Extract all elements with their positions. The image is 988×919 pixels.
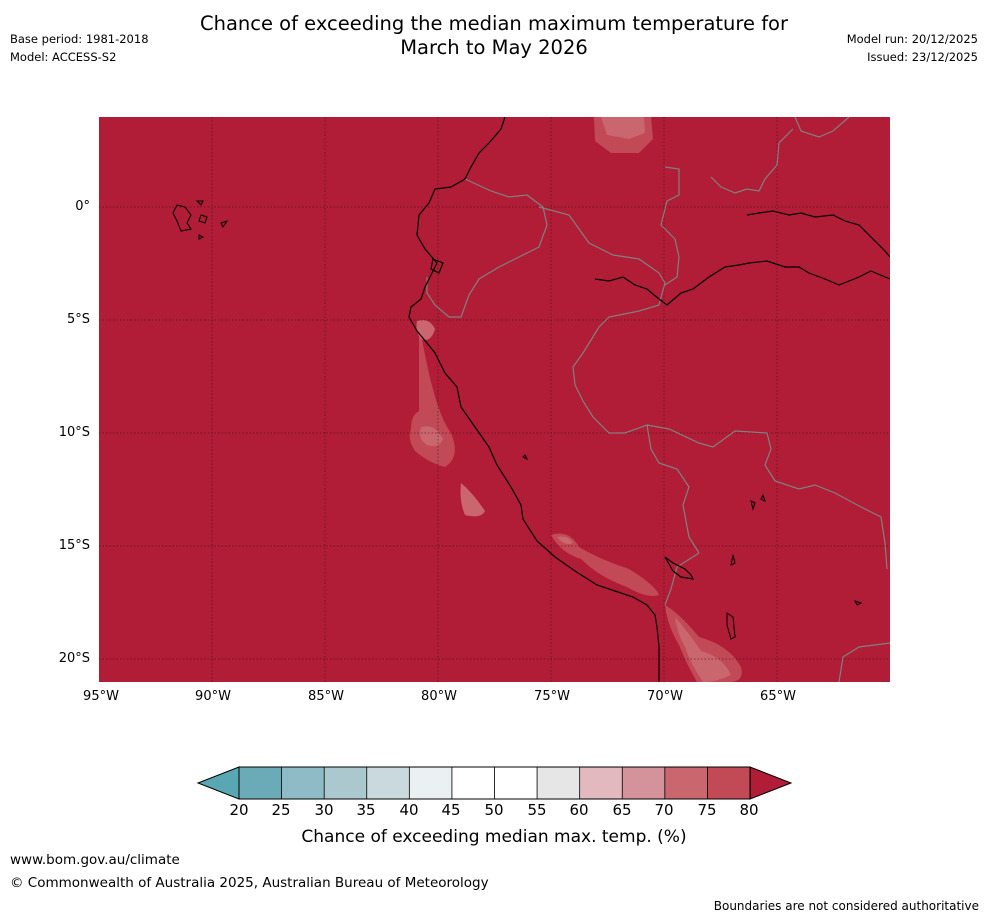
patch-south-peru (551, 533, 659, 596)
patch-north-inner (601, 117, 645, 139)
patch-altiplano-inner (675, 617, 731, 682)
colorbar-tick-40: 40 (399, 801, 419, 819)
galapagos-islands (172, 200, 229, 240)
colorbar-label: Chance of exceeding median max. temp. (%… (301, 827, 687, 847)
colorbar-tick-60: 60 (569, 801, 589, 819)
forecast-map (99, 117, 890, 682)
colorbar-tick-80: 80 (739, 801, 759, 819)
title-line-2: March to May 2026 (400, 36, 588, 59)
lakes (522, 454, 863, 640)
colorbar-bin-45-50 (451, 766, 496, 800)
lon-label-75w: 75°W (534, 689, 570, 704)
colorbar-tick-30: 30 (314, 801, 334, 819)
colorbar-tick-35: 35 (356, 801, 376, 819)
colorbar-tick-45: 45 (441, 801, 461, 819)
colorbar-bin-20-25 (238, 766, 283, 800)
coastlines (408, 117, 890, 682)
map-background-above-80 (99, 117, 890, 682)
colorbar-bin-50-55 (494, 766, 538, 800)
colorbar-frame (238, 766, 751, 800)
lon-label-95w: 95°W (83, 689, 119, 704)
colorbar-bin-65-70 (621, 766, 666, 800)
meta-right: Model run: 20/12/2025 Issued: 23/12/2025 (847, 30, 978, 66)
colorbar-bin-35-40 (366, 766, 411, 800)
lat-label-15s: 15°S (58, 538, 90, 553)
lon-label-65w: 65°W (760, 689, 796, 704)
colorbar-tick-20: 20 (229, 801, 249, 819)
patch-peru-12s (460, 483, 485, 517)
patch-north-peru (416, 320, 435, 340)
base-period: Base period: 1981-2018 (10, 32, 149, 46)
colorbar-tick-25: 25 (271, 801, 291, 819)
lat-label-0: 0° (75, 199, 90, 214)
copyright-text: © Commonwealth of Australia 2025, Austra… (10, 875, 489, 891)
meta-left: Base period: 1981-2018 Model: ACCESS-S2 (10, 30, 149, 66)
colorbar-bin-25-30 (281, 766, 325, 800)
lat-label-5s: 5°S (66, 312, 90, 327)
colorbar-tick-70: 70 (654, 801, 674, 819)
probability-patches (409, 117, 742, 682)
colorbar-tick-55: 55 (527, 801, 547, 819)
colorbar-under-arrow (196, 766, 240, 800)
lon-label-90w: 90°W (195, 689, 231, 704)
patch-south-peru-inner (557, 536, 573, 545)
issued-date: Issued: 23/12/2025 (867, 50, 978, 64)
title-line-1: Chance of exceeding the median maximum t… (199, 12, 789, 35)
lon-label-80w: 80°W (421, 689, 457, 704)
colorbar-tick-50: 50 (484, 801, 504, 819)
bom-website-link[interactable]: www.bom.gov.au/climate (10, 852, 180, 868)
colorbar-bin-55-60 (536, 766, 581, 800)
colorbar-bin-60-65 (579, 766, 623, 800)
colorbar-tick-65: 65 (612, 801, 632, 819)
lon-label-85w: 85°W (308, 689, 344, 704)
model-run-date: Model run: 20/12/2025 (846, 32, 978, 46)
colorbar-bin-70-75 (664, 766, 709, 800)
patch-altiplano (665, 605, 742, 682)
map-title: Chance of exceeding the median maximum t… (0, 12, 988, 60)
colorbar-bins (238, 766, 751, 800)
colorbar-bin-40-45 (408, 766, 453, 800)
lat-label-20s: 20°S (58, 651, 90, 666)
colorbar-over-arrow (749, 766, 793, 800)
boundaries-disclaimer: Boundaries are not considered authoritat… (713, 899, 979, 913)
model-name: Model: ACCESS-S2 (10, 50, 117, 64)
lat-label-10s: 10°S (58, 425, 90, 440)
colorbar (196, 766, 793, 800)
colorbar-bin-75-80 (707, 766, 751, 800)
lon-label-70w: 70°W (647, 689, 683, 704)
country-boundaries (426, 117, 890, 682)
patch-peru-coast-10s-inner (419, 426, 443, 447)
colorbar-tick-75: 75 (697, 801, 717, 819)
colorbar-bin-30-35 (323, 766, 368, 800)
